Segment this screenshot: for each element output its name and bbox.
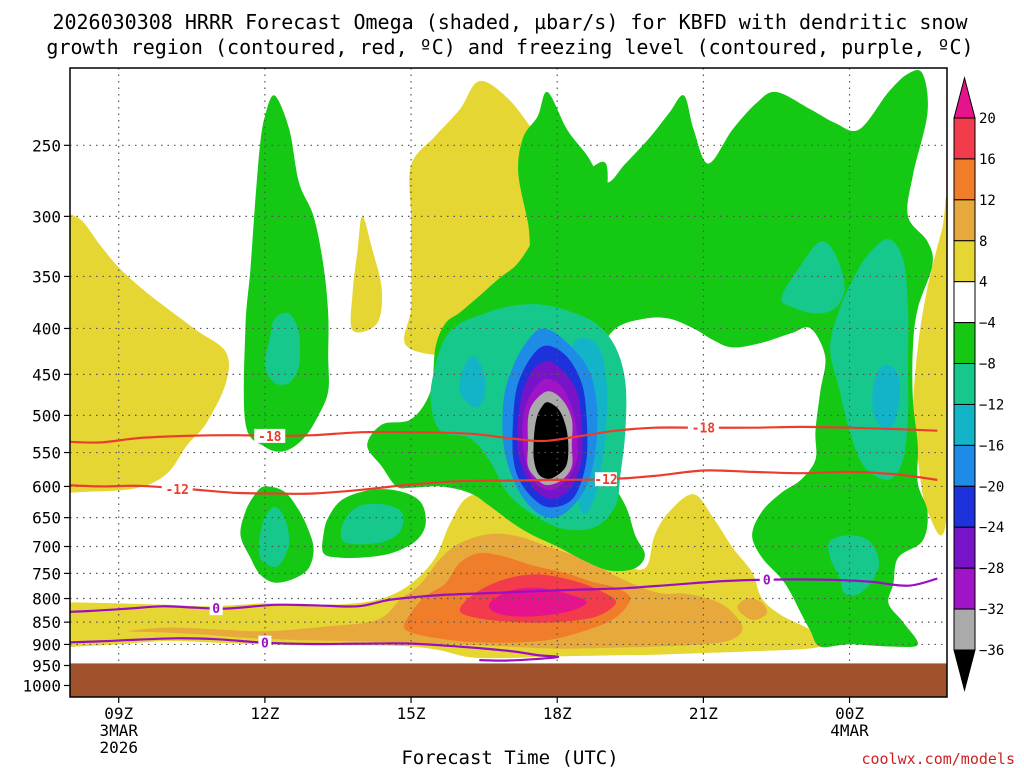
colorbar-band	[953, 403, 976, 446]
contour-label-bg	[258, 635, 272, 650]
pressure-tick-label: 600	[32, 477, 61, 496]
time-tick-label: 15Z	[397, 704, 426, 723]
omega-region	[340, 503, 404, 545]
colorbar-label: −12	[979, 397, 1004, 413]
contour-label-bg	[594, 472, 617, 487]
pressure-tick-label: 700	[32, 538, 61, 557]
contour-label-bg	[687, 420, 719, 435]
colorbar-top-arrow	[953, 76, 976, 119]
contour-label: 0	[212, 602, 220, 617]
chart-title-line-1: 2026030308 HRRR Forecast Omega (shaded, …	[52, 10, 968, 34]
pressure-tick-label: 350	[32, 267, 61, 286]
colorbar-label: −24	[979, 520, 1004, 536]
omega-shading	[70, 69, 947, 659]
plot-frame	[69, 67, 948, 698]
pressure-tick-label: 950	[32, 656, 61, 675]
colorbar-label: 16	[979, 152, 996, 168]
colorbar-label: −36	[979, 643, 1004, 659]
contour-label: -18	[692, 422, 716, 437]
omega-region	[872, 365, 900, 431]
omega-colorbar: 20 16 12 8 4 −4 −8 −12 −16 −20 −24 −28 −32 −36	[953, 76, 1004, 692]
omega-region	[70, 214, 229, 493]
freezing-level-contour	[70, 577, 938, 613]
contour-label-bg	[254, 428, 286, 443]
contour-label-bg	[209, 601, 223, 616]
colorbar-band	[953, 526, 976, 569]
omega-region	[243, 95, 329, 452]
colorbar-label: 12	[979, 193, 996, 209]
omega-region	[488, 587, 587, 617]
pressure-tick-label: 400	[32, 319, 61, 338]
contour-label: -18	[258, 430, 282, 445]
pressure-tick-label: 550	[32, 444, 61, 463]
time-tick-label: 09Z	[104, 704, 133, 723]
colorbar-band	[953, 444, 976, 487]
colorbar-label: 8	[979, 234, 987, 250]
omega-region	[350, 216, 383, 333]
pressure-tick-label: 300	[32, 207, 61, 226]
pressure-tick-label: 500	[32, 406, 61, 425]
pressure-tick-label: 1000	[22, 676, 61, 695]
omega-region	[912, 196, 947, 536]
colorbar-band	[953, 281, 976, 324]
pressure-tick-label: 750	[32, 564, 61, 583]
pressure-tick-label: 650	[32, 509, 61, 528]
time-tick-label: 18Z	[543, 704, 572, 723]
date-label: 4MAR	[830, 721, 869, 740]
chart-title-line-2: growth region (contoured, red, ºC) and f…	[46, 35, 973, 59]
colorbar-label: −4	[979, 316, 996, 332]
time-tick-label: 12Z	[250, 704, 279, 723]
colorbar-bottom-arrow	[953, 649, 976, 692]
colorbar-label: −32	[979, 602, 1004, 618]
colorbar-band	[953, 240, 976, 283]
grid-lines	[70, 68, 947, 697]
contour-label: -12	[165, 483, 188, 498]
omega-region	[781, 241, 845, 314]
omega-region	[264, 312, 301, 386]
pressure-tick-label: 850	[32, 613, 61, 632]
omega-region	[459, 356, 486, 408]
dgz-contour	[70, 425, 938, 444]
colorbar-label: 4	[979, 275, 987, 291]
pressure-axis: 250 300 350 400 450 500 550 600 650 700 750 800 850 9…	[22, 136, 70, 695]
contour-label: 0	[763, 574, 771, 589]
contour-label: 0	[261, 637, 269, 652]
ground-below-surface	[70, 663, 947, 697]
contour-label-bg	[759, 572, 774, 587]
colorbar-label: 20	[979, 111, 996, 127]
colorbar-label: −16	[979, 438, 1004, 454]
year-label: 2026	[99, 738, 138, 757]
freezing-level-contour	[70, 637, 560, 662]
colorbar-label: −28	[979, 561, 1004, 577]
pressure-tick-label: 800	[32, 590, 61, 609]
date-label: 3MAR	[99, 721, 138, 740]
omega-region	[737, 598, 768, 621]
colorbar-band	[953, 158, 976, 201]
time-tick-label: 21Z	[689, 704, 718, 723]
time-tick-label: 00Z	[835, 704, 864, 723]
omega-region	[367, 69, 933, 648]
colorbar-band	[953, 608, 976, 651]
contour-label-bg	[161, 482, 193, 497]
omega-region	[258, 506, 290, 568]
pressure-tick-label: 900	[32, 635, 61, 654]
pressure-tick-label: 250	[32, 136, 61, 155]
colorbar-band	[953, 117, 976, 160]
colorbar-band	[953, 199, 976, 242]
colorbar-band	[953, 485, 976, 528]
colorbar-band	[953, 322, 976, 365]
colorbar-band	[953, 363, 976, 405]
colorbar-label: −20	[979, 479, 1004, 495]
colorbar-label: −8	[979, 357, 996, 373]
pressure-tick-label: 450	[32, 365, 61, 384]
colorbar-band	[953, 567, 976, 610]
x-axis-label: Forecast Time (UTC)	[401, 747, 618, 768]
temperature-contours: -18 -12 0 0 -18 -12 0	[70, 420, 938, 662]
contour-label: -12	[594, 473, 617, 488]
source-credit: coolwx.com/models	[861, 750, 1015, 768]
